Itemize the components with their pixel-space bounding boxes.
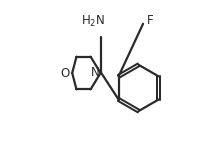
Text: H$_2$N: H$_2$N (81, 14, 105, 29)
Text: O: O (61, 67, 70, 79)
Text: F: F (147, 14, 154, 27)
Text: N: N (91, 66, 100, 79)
